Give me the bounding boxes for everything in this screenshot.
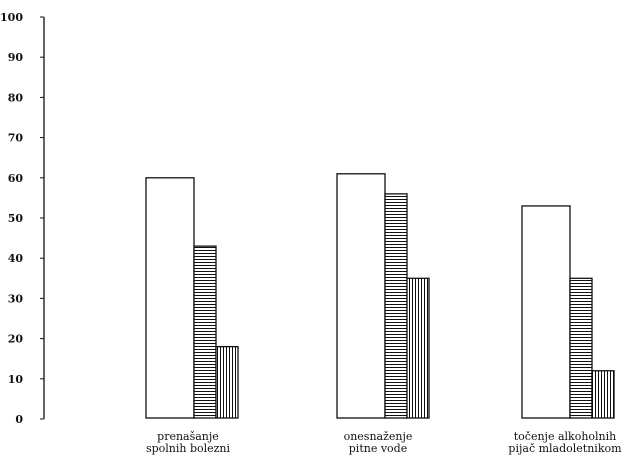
- y-tick-label: 20: [8, 333, 24, 346]
- bar-blank-3: [521, 205, 571, 419]
- y-tick-label: 40: [8, 252, 24, 265]
- y-tick-label: 80: [8, 91, 24, 104]
- y-tick-label: 0: [15, 413, 23, 426]
- y-tick-label: 90: [8, 51, 24, 64]
- bar-horizontal-hatch-2: [384, 193, 408, 419]
- bar-blank-1: [145, 177, 195, 419]
- bar-vertical-hatch-3: [591, 370, 615, 419]
- y-tick-label: 30: [8, 292, 24, 305]
- category-label: pitne vode: [349, 442, 407, 455]
- bar-horizontal-hatch-1: [193, 245, 217, 419]
- bar-vertical-hatch-2: [406, 277, 430, 419]
- category-label: spolnih bolezni: [146, 442, 231, 455]
- y-tick-label: 50: [8, 212, 24, 225]
- category-label: točenje alkoholnih: [514, 430, 617, 443]
- bar-vertical-hatch-1: [215, 345, 239, 419]
- bar-blank-2: [336, 173, 386, 419]
- y-axis: 0 10 20 30 40 50 60 70 80 90 100: [0, 11, 45, 426]
- y-tick-label: 70: [8, 132, 24, 145]
- category-label: pijač mladoletnikom: [508, 442, 622, 455]
- y-tick-label: 10: [8, 373, 24, 386]
- category-label: onesnaženje: [344, 430, 413, 443]
- category-label: prenašanje: [157, 430, 219, 443]
- bars: [145, 173, 615, 419]
- bar-horizontal-hatch-3: [569, 277, 593, 419]
- y-tick-label: 100: [0, 11, 23, 24]
- y-tick-label: 60: [8, 172, 24, 185]
